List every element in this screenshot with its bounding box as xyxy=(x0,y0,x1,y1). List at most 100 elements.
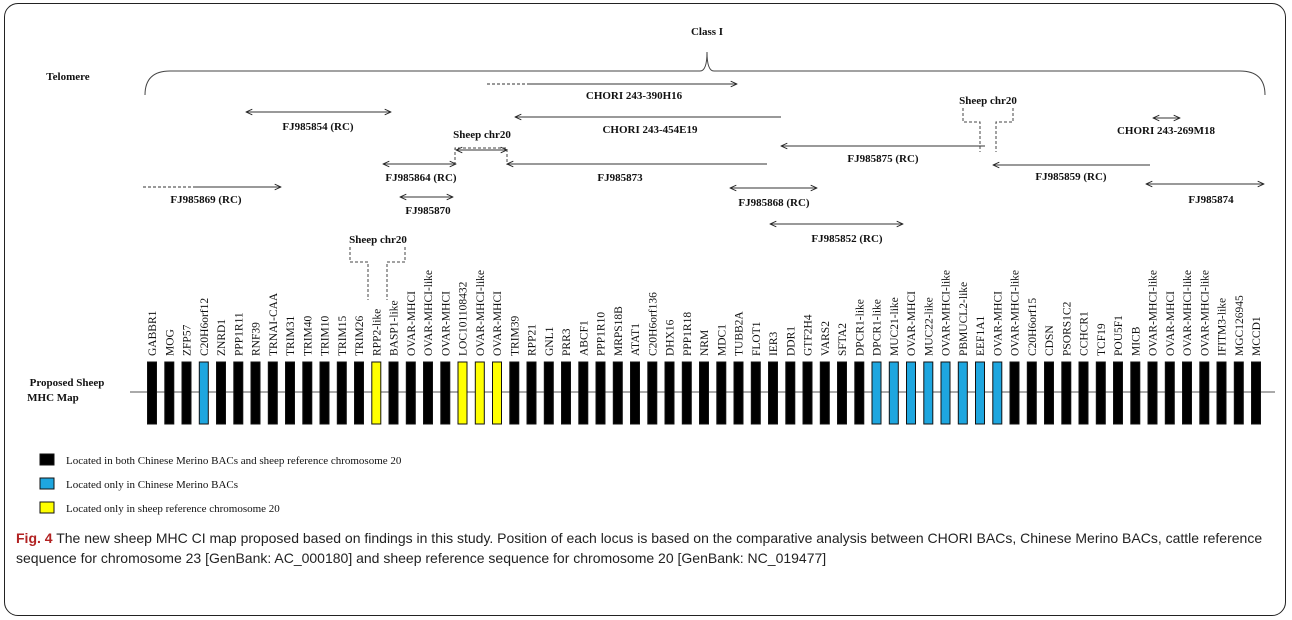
gene-label: MGC126945 xyxy=(1234,295,1246,356)
gene-box xyxy=(388,361,399,425)
gene-label: LOC101108432 xyxy=(458,281,470,356)
gene-box xyxy=(198,361,209,425)
clone-label: FJ985852 (RC) xyxy=(811,233,883,245)
gene-box xyxy=(802,361,813,425)
gene-box xyxy=(509,361,520,425)
gene-label: PPP1R18 xyxy=(682,312,694,356)
gene-label: OVAR-MHCI-like xyxy=(423,270,435,356)
gene-label: NRM xyxy=(699,330,711,356)
telomere-label: Telomere xyxy=(46,71,89,83)
gene-label: OVAR-MHCI xyxy=(492,291,504,356)
legend-swatch xyxy=(39,453,55,466)
clone-label: Sheep chr20 xyxy=(349,234,407,246)
gene-box xyxy=(1009,361,1020,425)
gene-label: RNF39 xyxy=(251,322,263,356)
clone-label: Sheep chr20 xyxy=(453,129,511,141)
gene-loci: GABBR1 MOG ZFP57 C20H6orf12 ZNRD1 PPP1R11 RNF3… xyxy=(147,270,1263,425)
chr20-connector xyxy=(995,108,1014,152)
gene-box xyxy=(440,361,451,425)
gene-label: BASP1-like xyxy=(389,300,401,356)
gene-label: OVAR-MHCI-like xyxy=(1010,270,1022,356)
clone-label: Sheep chr20 xyxy=(959,95,1017,107)
gene-box xyxy=(492,361,502,425)
gene-box xyxy=(768,361,778,425)
clone-label: FJ985868 (RC) xyxy=(738,197,810,209)
gene-box xyxy=(1233,361,1244,425)
gene-box xyxy=(699,361,709,425)
clone-label: CHORI 243-390H16 xyxy=(586,90,683,102)
gene-label: IER3 xyxy=(768,331,780,356)
gene-box xyxy=(785,361,796,425)
gene-box xyxy=(1182,361,1192,425)
gene-box xyxy=(819,361,830,425)
gene-box xyxy=(457,361,468,425)
clone-label: CHORI 243-454E19 xyxy=(602,124,698,136)
gene-label: OVAR-MHCI-like xyxy=(1199,270,1211,356)
gene-label: TRIM15 xyxy=(337,316,349,357)
gene-box xyxy=(1216,361,1227,425)
clone-label: FJ985869 (RC) xyxy=(170,194,242,206)
gene-label: MUC22-like xyxy=(923,297,935,356)
gene-label: PRR3 xyxy=(561,328,573,356)
gene-box xyxy=(1044,361,1054,425)
gene-label: MOG xyxy=(164,329,176,356)
figure-frame xyxy=(4,3,1286,616)
gene-box xyxy=(1026,361,1037,425)
gene-label: EEF1A1 xyxy=(975,316,987,357)
gene-label: TRNAI-CAA xyxy=(268,292,280,356)
gene-box xyxy=(612,361,623,425)
gene-box xyxy=(595,361,606,425)
legend-swatch xyxy=(39,477,55,490)
gene-label: GNL1 xyxy=(544,326,556,356)
gene-box xyxy=(1113,361,1123,425)
clone-label: FJ985859 (RC) xyxy=(1035,171,1107,183)
gene-box xyxy=(561,361,571,425)
legend-label: Located in both Chinese Merino BACs and … xyxy=(66,455,402,467)
gene-box xyxy=(250,361,261,425)
gene-label: RPP2-like xyxy=(371,309,383,356)
gene-label: PSORS1C2 xyxy=(1061,301,1073,356)
gene-box xyxy=(302,361,313,425)
gene-label: TRIM40 xyxy=(302,316,314,357)
map-label: Proposed Sheep xyxy=(30,377,105,389)
gene-label: TRIM10 xyxy=(320,316,332,357)
gene-box xyxy=(1078,361,1089,425)
gene-box xyxy=(716,361,727,425)
clone-arrows xyxy=(143,84,1264,224)
gene-label: OVAR-MHCI-like xyxy=(1182,270,1194,356)
clone-label: FJ985873 xyxy=(597,172,643,184)
gene-label: TUBB2A xyxy=(734,311,746,356)
gene-label: PBMUCL2-like xyxy=(958,282,970,356)
gene-box xyxy=(940,361,951,425)
gene-label: MRPS18B xyxy=(613,306,625,356)
gene-label: GABBR1 xyxy=(147,310,159,356)
clone-label: FJ985874 xyxy=(1188,194,1234,206)
gene-box xyxy=(647,361,658,425)
legend: Located in both Chinese Merino BACs and … xyxy=(39,453,402,515)
gene-label: OVAR-MHCI-like xyxy=(1148,270,1160,356)
gene-box xyxy=(1164,361,1175,425)
gene-label: SFTA2 xyxy=(837,323,849,356)
gene-box xyxy=(1130,361,1141,425)
gene-box xyxy=(267,361,278,425)
gene-label: DDR1 xyxy=(785,326,797,356)
gene-box xyxy=(423,361,433,425)
chr20-connector xyxy=(962,108,981,152)
legend-label: Located only in sheep reference chromoso… xyxy=(66,503,280,515)
gene-box xyxy=(371,361,382,425)
gene-label: ATAT1 xyxy=(630,323,642,356)
class-label: Class I xyxy=(691,26,723,38)
gene-label: DPCR1-like xyxy=(872,299,884,356)
gene-label: OVAR-MHCI xyxy=(440,291,452,356)
chr20-connector xyxy=(386,247,406,300)
figure-number: Fig. 4 xyxy=(16,530,53,546)
gene-label: OVAR-MHCI-like xyxy=(941,270,953,356)
clone-labels: CHORI 243-390H16 CHORI 243-454E19 FJ9858… xyxy=(170,90,1234,246)
gene-box xyxy=(319,361,330,425)
clone-label: CHORI 243-269M18 xyxy=(1117,125,1216,137)
gene-label: TCF19 xyxy=(1096,323,1108,356)
gene-box xyxy=(543,361,554,425)
gene-label: IFITM3-like xyxy=(1217,298,1229,356)
gene-label: CCHCR1 xyxy=(1079,311,1091,356)
